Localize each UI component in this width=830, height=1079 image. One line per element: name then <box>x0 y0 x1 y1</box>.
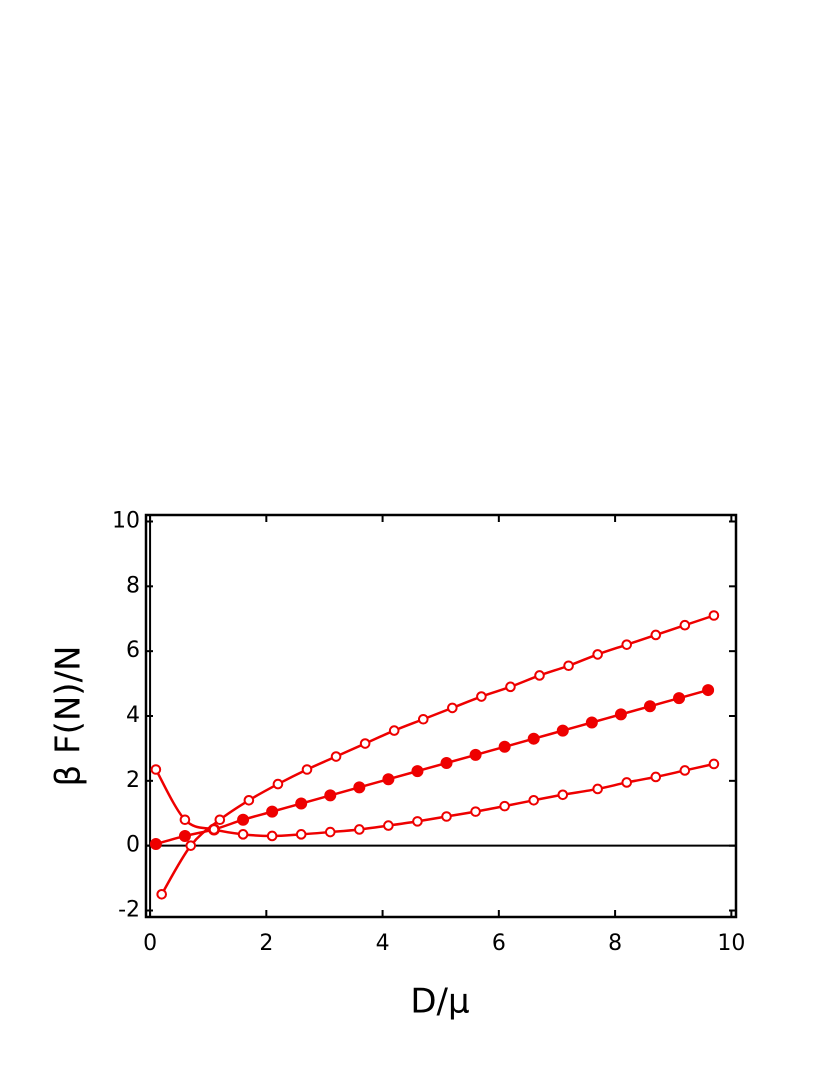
data-point <box>353 781 366 794</box>
data-point <box>324 789 337 802</box>
data-point <box>679 619 691 631</box>
x-tick-label: 0 <box>143 931 157 956</box>
data-point <box>556 724 569 737</box>
data-point <box>388 725 400 736</box>
data-point <box>272 778 284 790</box>
data-point <box>295 829 307 840</box>
data-point <box>185 840 197 851</box>
data-point <box>585 716 598 729</box>
data-point <box>470 806 481 817</box>
data-point <box>301 764 313 775</box>
data-point <box>499 800 510 812</box>
data-point <box>650 771 662 783</box>
data-point <box>441 811 452 822</box>
data-point <box>359 738 371 749</box>
data-point <box>621 639 633 650</box>
data-point <box>498 740 511 753</box>
data-point <box>417 713 429 725</box>
data-point <box>266 830 278 842</box>
data-point <box>179 814 191 826</box>
data-point <box>643 700 656 713</box>
data-point <box>208 824 220 835</box>
data-point <box>621 777 633 788</box>
data-point <box>214 814 226 826</box>
x-tick-label: 8 <box>608 931 622 956</box>
data-point <box>150 764 162 775</box>
data-point <box>178 829 191 842</box>
plot-frame <box>144 513 738 919</box>
data-point <box>243 794 255 806</box>
x-axis-label: D/μ <box>410 982 469 1022</box>
y-axis-label: β F(N)/N <box>49 646 89 787</box>
data-point <box>528 794 540 806</box>
y-tick-label: -2 <box>118 898 140 923</box>
y-tick-label: 6 <box>126 638 140 663</box>
data-point <box>614 708 627 721</box>
data-point <box>527 732 540 745</box>
y-tick-label: 4 <box>126 703 140 728</box>
data-point <box>673 692 686 705</box>
data-point <box>156 889 167 900</box>
x-tick-label: 4 <box>376 931 390 956</box>
data-point <box>440 757 453 770</box>
data-point <box>383 820 394 831</box>
data-point <box>592 783 603 795</box>
data-point <box>149 838 162 851</box>
data-point <box>702 684 715 697</box>
data-point <box>330 751 342 762</box>
data-point <box>412 816 423 827</box>
y-tick-label: 8 <box>126 573 140 598</box>
x-tick-label: 10 <box>717 931 745 956</box>
data-point <box>563 660 574 672</box>
data-point <box>557 789 569 801</box>
data-point <box>295 797 308 810</box>
data-point <box>382 773 395 786</box>
series-line <box>154 762 715 838</box>
y-tick-label: 0 <box>126 833 140 858</box>
y-tick-label: 2 <box>126 768 140 793</box>
series-line <box>160 614 715 895</box>
data-point <box>708 758 720 770</box>
data-point <box>505 681 516 693</box>
data-point <box>476 691 487 702</box>
data-point <box>266 805 279 818</box>
data-point <box>354 824 365 835</box>
data-point <box>447 702 458 714</box>
x-tick-label: 6 <box>492 931 506 956</box>
data-point <box>237 813 250 826</box>
data-point <box>237 829 249 840</box>
y-tick-label: 10 <box>112 508 140 533</box>
data-point <box>592 649 603 660</box>
data-point <box>650 629 662 641</box>
data-point <box>411 765 424 778</box>
data-point <box>708 610 720 621</box>
data-point <box>469 748 482 761</box>
data-point <box>679 765 691 776</box>
data-point <box>534 670 545 681</box>
x-tick-label: 2 <box>259 931 273 956</box>
data-point <box>324 826 336 838</box>
